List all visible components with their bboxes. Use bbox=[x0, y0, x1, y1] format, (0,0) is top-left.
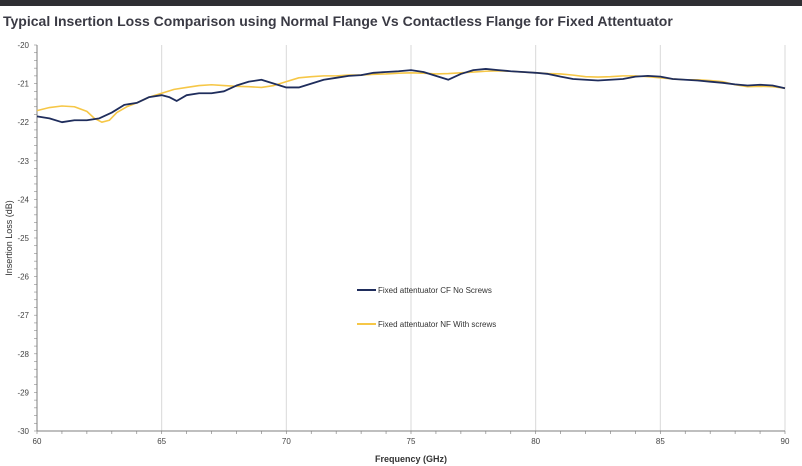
window-top-bar bbox=[0, 0, 802, 6]
series-lines bbox=[36, 68, 786, 124]
y-tick-label: -21 bbox=[17, 80, 29, 89]
y-tick-label: -29 bbox=[17, 388, 29, 397]
x-tick-label: 80 bbox=[531, 437, 540, 446]
y-axis-title: Insertion Loss (dB) bbox=[4, 200, 14, 276]
y-tick-labels: -20 -21 -22 -23 -24 -25 -26 -27 -28 -29 -30 bbox=[17, 41, 29, 436]
x-tick-label: 85 bbox=[656, 437, 665, 446]
y-tick-label: -20 bbox=[17, 41, 29, 50]
legend: Fixed attentuator CF No Screws Fixed atte… bbox=[357, 286, 496, 329]
y-tick-label: -24 bbox=[17, 195, 29, 204]
chart-title: Typical Insertion Loss Comparison using … bbox=[3, 13, 673, 29]
grid-lines bbox=[161, 45, 786, 431]
y-tick-label: -26 bbox=[17, 273, 29, 282]
y-tick-label: -27 bbox=[17, 311, 29, 320]
series-line-cf-no-screws bbox=[36, 68, 786, 124]
y-tick-label: -28 bbox=[17, 350, 29, 359]
x-tick-label: 65 bbox=[157, 437, 166, 446]
y-tick-label: -23 bbox=[17, 157, 29, 166]
y-tick-label: -25 bbox=[17, 234, 29, 243]
x-tick-label: 60 bbox=[33, 437, 42, 446]
legend-label: Fixed attentuator NF With screws bbox=[378, 320, 496, 329]
x-axis-title: Frequency (GHz) bbox=[375, 454, 447, 464]
legend-label: Fixed attentuator CF No Screws bbox=[378, 286, 492, 295]
x-tick-label: 70 bbox=[282, 437, 291, 446]
x-tick-labels: 60 65 70 75 80 85 90 bbox=[33, 437, 790, 446]
x-tick-label: 90 bbox=[781, 437, 790, 446]
axes bbox=[34, 44, 786, 434]
x-tick-label: 75 bbox=[407, 437, 416, 446]
y-tick-label: -22 bbox=[17, 118, 29, 127]
y-tick-label: -30 bbox=[17, 427, 29, 436]
